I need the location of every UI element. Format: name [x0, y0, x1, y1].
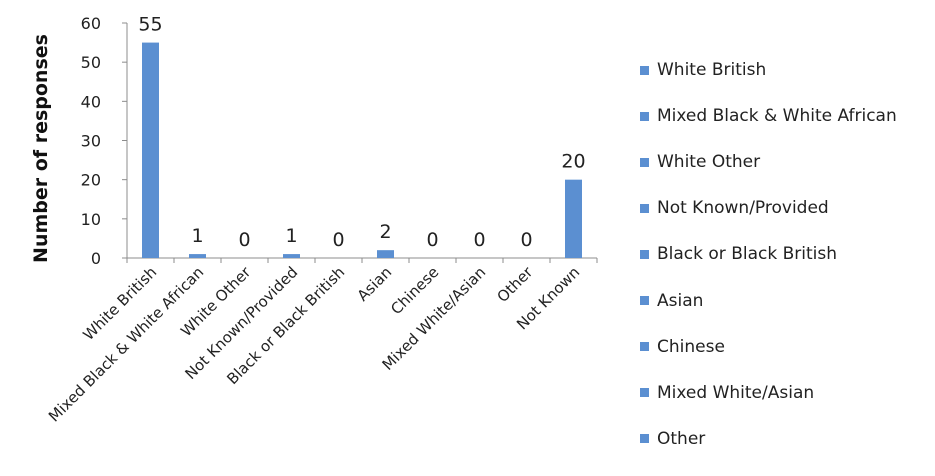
legend-label: White British	[657, 60, 767, 81]
legend-swatch	[640, 203, 649, 213]
legend-item: Chinese	[640, 324, 932, 370]
legend-label: White Other	[657, 152, 761, 173]
data-label: 0	[473, 229, 485, 251]
data-label: 1	[191, 225, 203, 247]
chart-legend: White British Mixed Black & White African…	[640, 47, 932, 462]
data-label: 2	[379, 221, 391, 243]
data-label: 0	[520, 229, 532, 251]
legend-item: White Other	[640, 139, 932, 185]
legend-label: Black or Black British	[657, 244, 837, 265]
legend-label: Mixed Black & White African	[657, 106, 897, 127]
data-label: 0	[332, 229, 344, 251]
y-axis-title: Number of responses	[30, 34, 52, 263]
legend-label: Chinese	[657, 336, 725, 357]
legend-label: Not Known/Provided	[657, 198, 829, 219]
legend-item: Asian	[640, 277, 932, 323]
bar	[189, 254, 206, 258]
bar	[565, 179, 582, 258]
legend-swatch	[640, 111, 649, 121]
y-tick-label: 40	[81, 92, 101, 111]
legend-item: Mixed Black & White African	[640, 93, 932, 139]
data-label: 20	[561, 151, 585, 173]
legend-swatch	[640, 342, 649, 352]
legend-swatch	[640, 157, 649, 167]
legend-swatch	[640, 434, 649, 444]
legend-label: Asian	[657, 290, 704, 311]
legend-swatch	[640, 65, 649, 75]
y-tick-label: 30	[81, 132, 101, 151]
legend-swatch	[640, 296, 649, 306]
data-label: 55	[138, 14, 162, 36]
legend-swatch	[640, 388, 649, 398]
x-tick-label: Asian	[354, 263, 396, 305]
data-label: 0	[238, 229, 250, 251]
legend-item: Other	[640, 416, 932, 462]
y-tick-label: 60	[81, 14, 101, 33]
legend-label: Mixed White/Asian	[657, 382, 815, 403]
bar	[283, 254, 300, 258]
data-label: 1	[285, 225, 297, 247]
legend-item: Mixed White/Asian	[640, 370, 932, 416]
y-tick-label: 20	[81, 171, 101, 190]
bar	[142, 42, 159, 259]
data-label: 0	[426, 229, 438, 251]
y-tick-label: 10	[81, 210, 101, 229]
legend-label: Other	[657, 428, 706, 449]
legend-swatch	[640, 249, 649, 259]
bar	[377, 250, 394, 258]
legend-item: White British	[640, 47, 932, 93]
y-tick-label: 0	[91, 249, 101, 268]
x-tick-label: Other	[493, 263, 536, 306]
legend-item: Not Known/Provided	[640, 185, 932, 231]
y-tick-label: 50	[81, 53, 101, 72]
legend-item: Black or Black British	[640, 231, 932, 277]
